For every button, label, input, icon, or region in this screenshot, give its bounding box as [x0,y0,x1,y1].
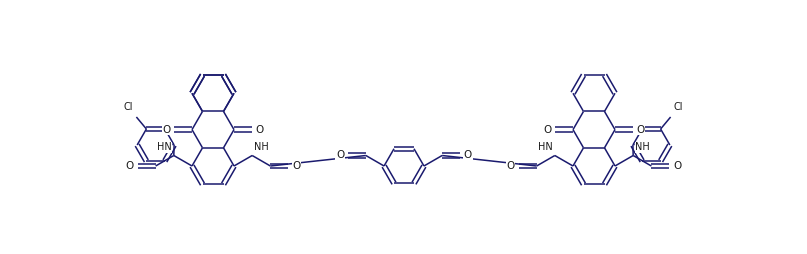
Text: Cl: Cl [124,102,133,112]
Text: O: O [162,125,170,135]
Text: O: O [673,161,681,171]
Text: NH: NH [635,142,650,152]
Text: NH: NH [254,142,269,152]
Text: O: O [256,125,264,135]
Text: Cl: Cl [674,102,683,112]
Text: O: O [126,161,134,171]
Text: O: O [507,161,515,171]
Text: O: O [543,125,551,135]
Text: O: O [637,125,645,135]
Text: O: O [336,151,344,161]
Text: HN: HN [538,142,553,152]
Text: HN: HN [157,142,172,152]
Text: O: O [292,161,300,171]
Text: O: O [464,151,472,161]
